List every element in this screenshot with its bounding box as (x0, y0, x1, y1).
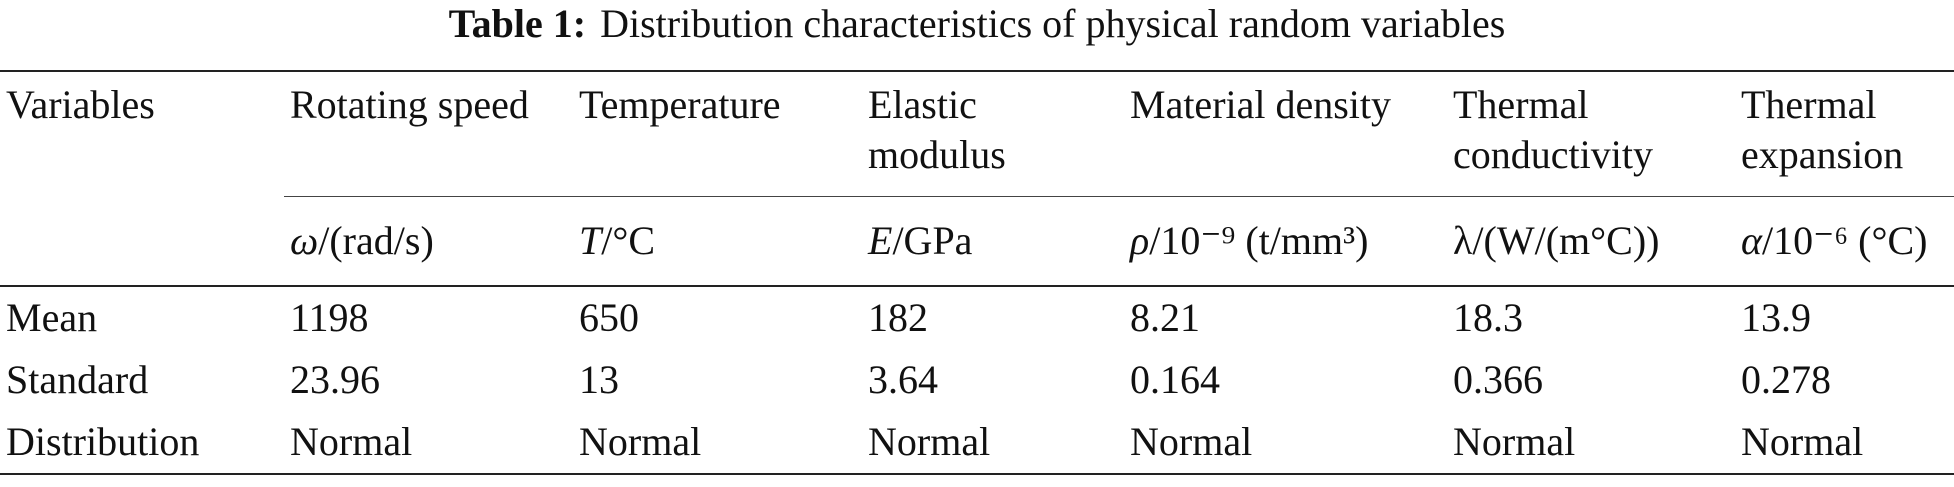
unit-cell: ω/(rad/s) (284, 196, 573, 287)
unit-symbol: ρ (1130, 217, 1150, 263)
unit-text: /10⁻⁶ (°C) (1762, 217, 1928, 263)
header-cell: Elastic modulus (862, 71, 1124, 197)
data-cell: 3.64 (868, 356, 938, 402)
unit-cell: E/GPa (862, 196, 1124, 287)
header-cell: Rotating speed (284, 71, 573, 197)
unit-text: /°C (601, 217, 656, 263)
data-cell: 0.278 (1741, 356, 1831, 402)
data-row: Standard 23.96 13 3.64 0.164 0.366 0.278 (0, 349, 1954, 411)
data-cell: Normal (1741, 418, 1864, 464)
data-cell: Normal (579, 418, 702, 464)
data-cell: 23.96 (290, 356, 380, 402)
row-label: Mean (6, 294, 98, 340)
data-row: Distribution Normal Normal Normal Normal Norm… (0, 411, 1954, 474)
data-cell: 13 (579, 356, 619, 402)
row-label: Standard (6, 356, 149, 402)
unit-symbol: T (579, 217, 602, 263)
header-cell: Material density (1124, 71, 1447, 197)
unit-text: /10⁻⁹ (t/mm³) (1149, 217, 1369, 263)
data-cell: 8.21 (1130, 294, 1200, 340)
data-row: Mean 1198 650 182 8.21 18.3 13.9 (0, 286, 1954, 349)
data-cell: Normal (290, 418, 413, 464)
data-cell: Normal (1130, 418, 1253, 464)
title-text: Distribution characteristics of physical… (600, 1, 1506, 46)
data-cell: 0.164 (1130, 356, 1220, 402)
data-cell: Normal (1453, 418, 1576, 464)
data-cell: 650 (579, 294, 639, 340)
data-cell: Normal (868, 418, 991, 464)
table: Variables Rotating speed Temperature Elasti… (0, 70, 1954, 475)
data-cell: 1198 (290, 294, 369, 340)
title-label: Table 1: (448, 1, 587, 46)
unit-cell: λ/(W/(m°C)) (1447, 196, 1735, 287)
units-row: ω/(rad/s) T/°C E/GPa ρ/10⁻⁹ (t/mm³) λ/(W/(m°… (0, 196, 1954, 287)
data-cell: 13.9 (1741, 294, 1811, 340)
data-cell: 182 (868, 294, 928, 340)
unit-text: /(W/(m°C)) (1472, 217, 1660, 263)
header-row: Variables Rotating speed Temperature Elasti… (0, 71, 1954, 197)
unit-symbol: α (1741, 217, 1762, 263)
table-body: Variables Rotating speed Temperature Elasti… (0, 71, 1954, 474)
data-cell: 18.3 (1453, 294, 1523, 340)
table-title: Table 1: Distribution characteristics of … (0, 0, 1954, 70)
unit-symbol: E (868, 217, 893, 263)
unit-cell: T/°C (573, 196, 862, 287)
data-cell: 0.366 (1453, 356, 1543, 402)
header-cell: Temperature (573, 71, 862, 197)
unit-cell: α/10⁻⁶ (°C) (1735, 196, 1954, 287)
row-label: Distribution (6, 418, 200, 464)
header-cell: Thermal expansion (1735, 71, 1954, 197)
header-cell: Thermal conductivity (1447, 71, 1735, 197)
empty-cell (0, 196, 284, 287)
header-cell: Variables (6, 82, 155, 127)
unit-cell: ρ/10⁻⁹ (t/mm³) (1124, 196, 1447, 287)
unit-text: /(rad/s) (318, 217, 434, 263)
unit-symbol: ω (290, 217, 319, 263)
unit-symbol: λ (1453, 217, 1473, 263)
unit-text: /GPa (892, 217, 973, 263)
